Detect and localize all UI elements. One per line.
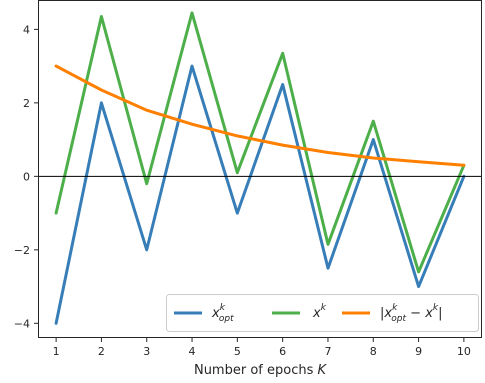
x-tick-label: 9 [415,345,422,358]
x-tick-label: 3 [143,345,150,358]
x-tick-label: 8 [370,345,377,358]
y-tick-label: −2 [14,244,30,257]
plot-background [38,0,482,338]
x-tick-label: 10 [457,345,471,358]
x-tick-label: 2 [98,345,105,358]
x-axis: 1 2 3 4 5 6 7 8 9 10 [53,338,471,358]
y-tick-label: 2 [23,97,30,110]
y-axis: 4 2 0 −2 −4 [14,23,38,330]
plot-frame [38,0,482,338]
x-axis-title-variable: K [317,363,327,378]
legend-box [166,294,479,332]
series-line-3 [54,64,466,167]
x-tick-label: 7 [324,345,331,358]
x-tick-label: 6 [279,345,286,358]
y-tick-label: −4 [14,317,30,330]
x-tick-label: 5 [234,345,241,358]
legend: xk opt xk |xk opt − xk| [166,294,479,332]
x-tick-label: 4 [189,345,196,358]
x-axis-title-text: Number of epochs [194,363,318,378]
x-axis-title: Number of epochs K [194,363,328,378]
y-tick-label: 4 [23,23,30,36]
legend-label-abs-diff: |xk opt − xk| [380,303,443,324]
y-tick-label: 0 [23,170,30,183]
x-tick-label: 1 [53,345,60,358]
